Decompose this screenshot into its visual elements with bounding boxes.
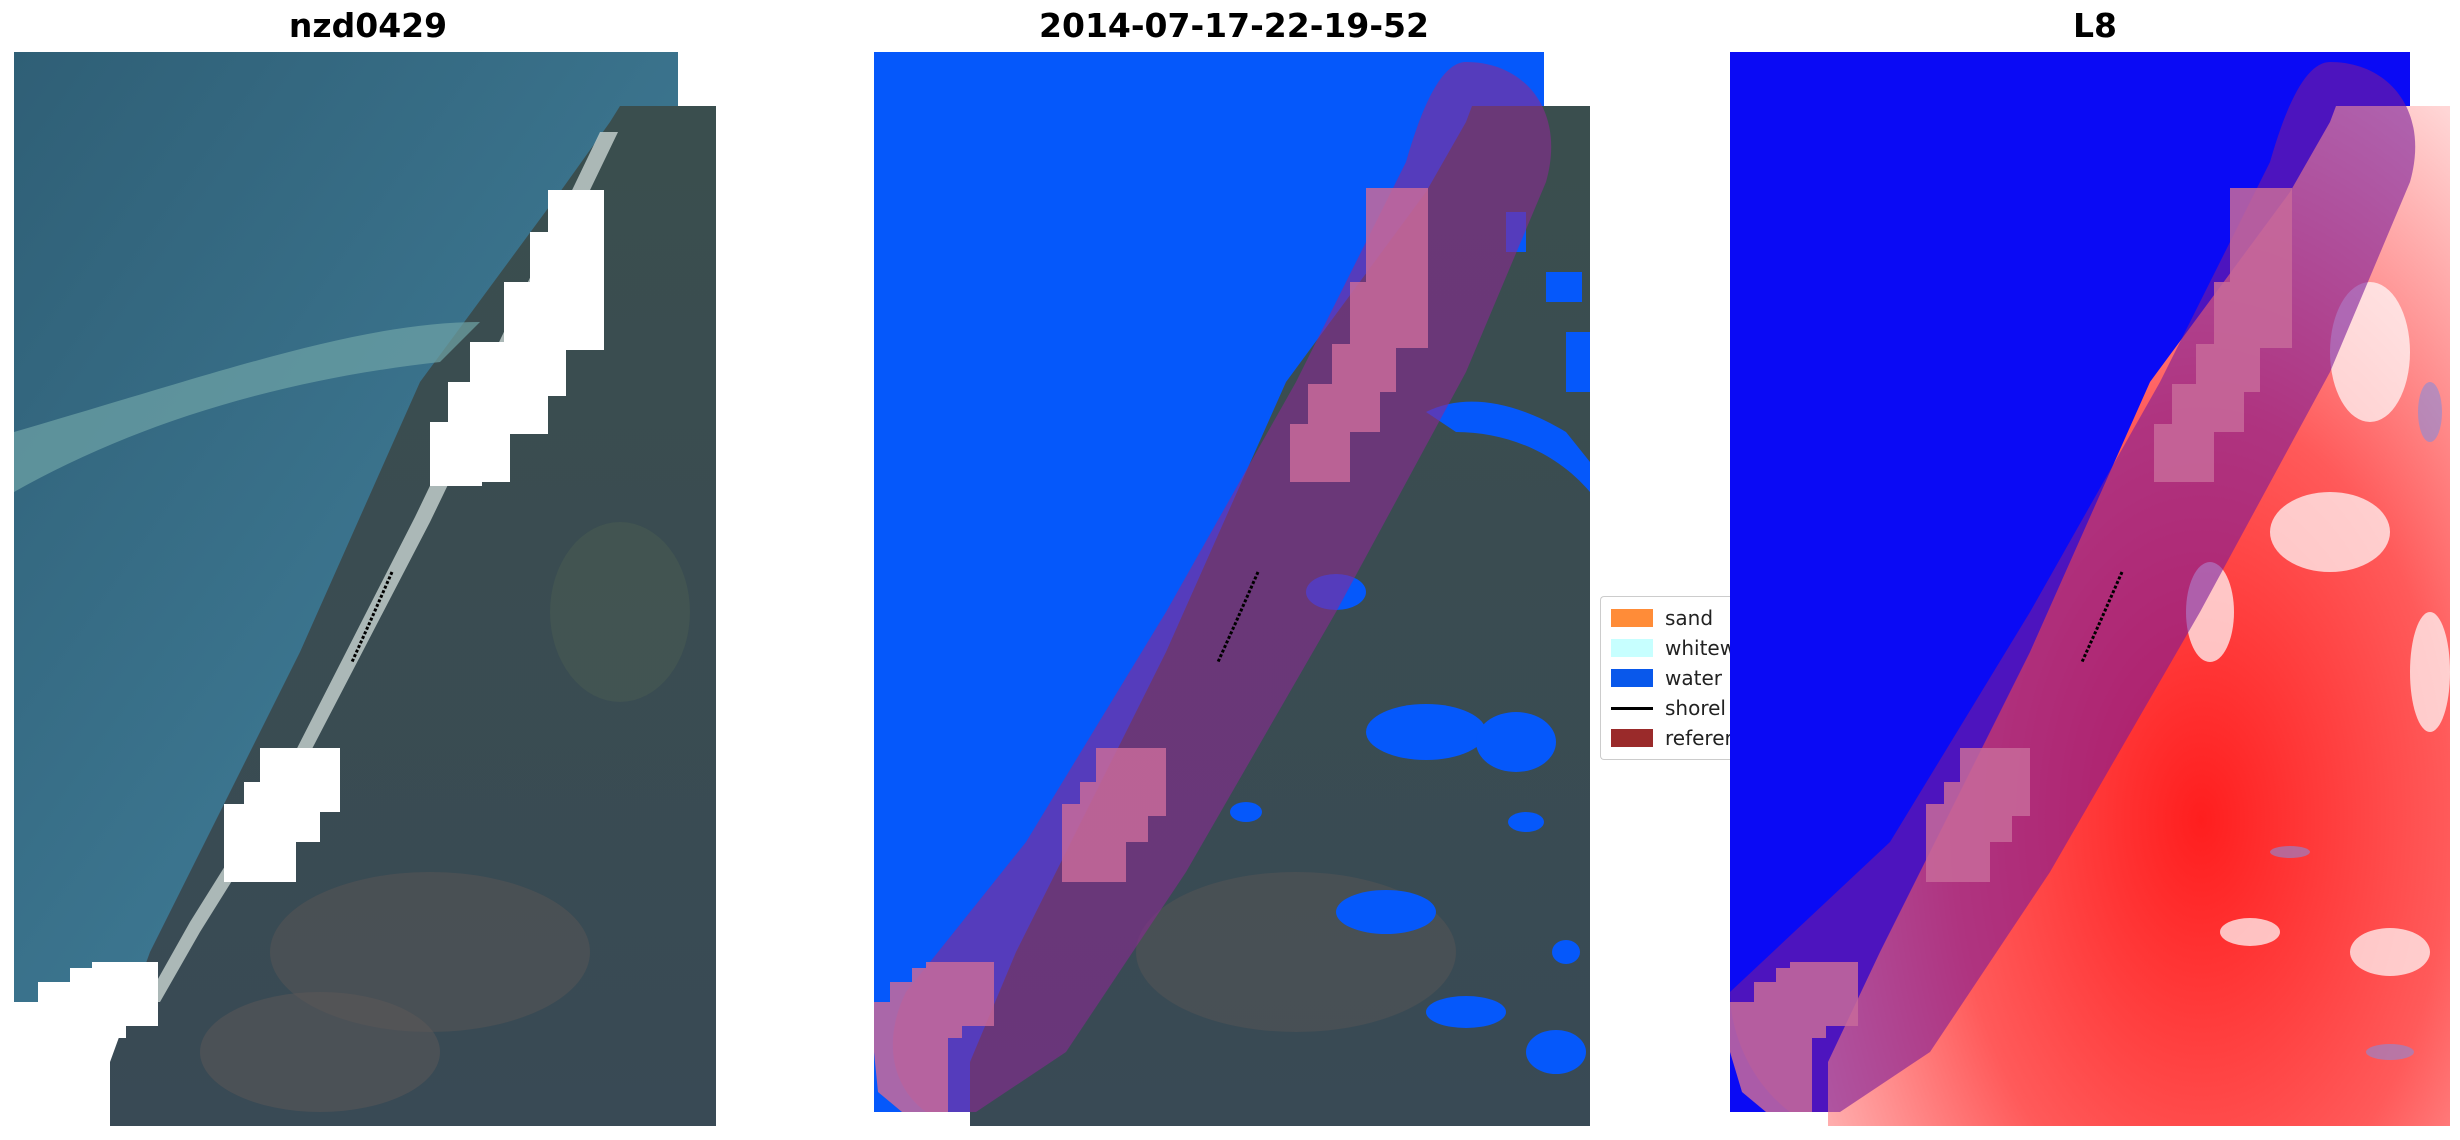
panel-title-image-id: nzd0429 — [288, 6, 448, 45]
legend-swatch-shoreline — [1611, 706, 1653, 710]
classified-satellite-image — [874, 52, 1602, 1126]
legend-item-water: water — [1611, 665, 1722, 691]
panel-water-index: L8 — [1730, 0, 2460, 1140]
legend-item-reference: referer — [1611, 725, 1733, 751]
legend-swatch-whitewater — [1611, 639, 1653, 657]
legend-swatch-water — [1611, 669, 1653, 687]
cloud-mask-top — [430, 190, 604, 486]
cloud-mask-middle — [224, 748, 340, 882]
legend-swatch-sand — [1611, 609, 1653, 627]
legend-swatch-reference — [1611, 729, 1653, 747]
sediment-plume — [14, 322, 480, 492]
rgb-satellite-image — [14, 52, 728, 1140]
panel-title-date: 2014-07-17-22-19-52 — [1039, 6, 1429, 45]
legend-item-whitewater: whitew — [1611, 635, 1735, 661]
panel-classified-image: 2014-07-17-22-19-52 — [866, 0, 1602, 1140]
legend: sand whitew water shorel referer — [1600, 596, 1735, 760]
legend-item-sand: sand — [1611, 605, 1713, 631]
water-index-map — [1730, 52, 2460, 1126]
legend-item-shoreline: shorel — [1611, 695, 1726, 721]
panel-title-satellite: L8 — [2073, 6, 2117, 45]
panel-rgb-image: nzd0429 — [0, 0, 736, 1140]
